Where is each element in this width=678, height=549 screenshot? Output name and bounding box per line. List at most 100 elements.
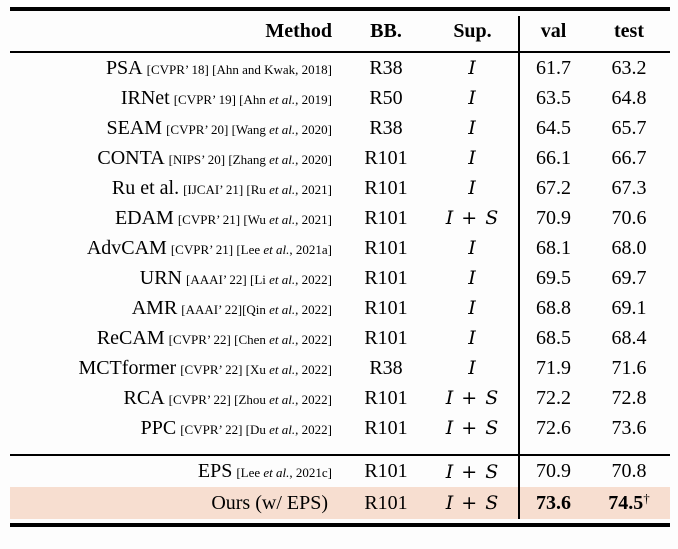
- citation-year: , 2022]: [295, 331, 332, 347]
- table-row: SEAM [CVPR’ 20] [Wang et al., 2020] R38 I…: [10, 113, 670, 143]
- backbone-value: R101: [364, 296, 408, 319]
- backbone-cell: R101: [346, 327, 426, 350]
- val-cell: 72.2: [519, 387, 588, 410]
- backbone-value: R101: [364, 386, 408, 409]
- supervision-value: I: [468, 357, 477, 379]
- method-name: EPS: [197, 460, 233, 482]
- citation-text: [CVPR’ 21] [Lee: [170, 241, 264, 257]
- table-row: ReCAM [CVPR’ 22] [Chen et al., 2022] R101…: [10, 323, 670, 353]
- section-gap: [10, 443, 670, 454]
- supervision-cell: I: [426, 177, 519, 199]
- backbone-value: R101: [364, 491, 408, 514]
- method-cell: URN [AAAI’ 22] [Li et al., 2022]: [10, 267, 346, 290]
- supervision-value: I: [468, 147, 477, 169]
- backbone-cell: R38: [346, 57, 426, 80]
- test-cell: 70.6: [588, 207, 670, 230]
- citation: [IJCAI’ 21] [Ru et al., 2021]: [183, 182, 332, 197]
- val-cell: 68.1: [519, 237, 588, 260]
- supervision-cell: I + S: [426, 461, 519, 483]
- test-cell: 69.7: [588, 267, 670, 290]
- val-cell: 70.9: [519, 207, 588, 230]
- citation-text: [AAAI’ 22] [Li: [186, 271, 270, 287]
- test-score: 74.5: [608, 491, 644, 514]
- test-score: 72.8: [611, 386, 647, 409]
- val-cell: 73.6: [519, 492, 588, 515]
- citation-etal: et al.: [269, 91, 296, 107]
- citation: [CVPR’ 19] [Ahn et al., 2019]: [174, 92, 332, 107]
- citation-etal: et al.: [269, 421, 296, 437]
- citation: [CVPR’ 18] [Ahn and Kwak, 2018]: [147, 62, 332, 77]
- citation-year: , 2021]: [295, 211, 332, 227]
- method-name: MCTformer: [78, 356, 177, 379]
- test-cell: 68.4: [588, 327, 670, 350]
- val-score: 69.5: [536, 266, 571, 289]
- val-score: 68.5: [536, 326, 571, 349]
- supervision-value: I: [468, 237, 477, 259]
- val-cell: 71.9: [519, 357, 588, 380]
- citation-text: [CVPR’ 22] [Du: [180, 421, 270, 437]
- val-cell: 67.2: [519, 177, 588, 200]
- citation-etal: et al.: [269, 271, 296, 287]
- citation: [CVPR’ 22] [Xu et al., 2022]: [180, 362, 332, 377]
- method-cell: AdvCAM [CVPR’ 21] [Lee et al., 2021a]: [10, 237, 346, 260]
- citation: [NIPS’ 20] [Zhang et al., 2020]: [169, 152, 332, 167]
- val-cell: 70.9: [519, 460, 588, 483]
- citation: [CVPR’ 22] [Zhou et al., 2022]: [169, 392, 332, 407]
- citation-year: , 2019]: [295, 91, 332, 107]
- test-score: 69.1: [611, 296, 647, 319]
- citation-text: [CVPR’ 20] [Wang: [166, 121, 270, 137]
- method-cell: EDAM [CVPR’ 21] [Wu et al., 2021]: [10, 207, 346, 230]
- header-backbone: BB.: [370, 19, 402, 42]
- method-cell: SEAM [CVPR’ 20] [Wang et al., 2020]: [10, 117, 346, 140]
- test-cell: 68.0: [588, 237, 670, 260]
- method-name: Ours (w/ EPS): [211, 491, 328, 514]
- supervision-cell: I: [426, 57, 519, 79]
- citation: [AAAI’ 22] [Li et al., 2022]: [186, 272, 332, 287]
- citation-text: [AAAI’ 22][Qin: [181, 301, 270, 317]
- test-score: 73.6: [611, 416, 647, 439]
- citation-year: , 2022]: [295, 271, 332, 287]
- val-score: 64.5: [536, 116, 571, 139]
- val-score: 71.9: [536, 356, 571, 379]
- dagger-mark: †: [643, 490, 650, 506]
- val-cell: 68.8: [519, 297, 588, 320]
- test-score: 65.7: [611, 116, 647, 139]
- test-cell: 70.8: [588, 460, 670, 483]
- val-cell: 72.6: [519, 417, 588, 440]
- citation-year: , 2021c]: [289, 465, 332, 480]
- citation-etal: et al.: [263, 241, 290, 257]
- citation-text: [CVPR’ 19] [Ahn: [173, 91, 270, 107]
- column-divider-line: [518, 16, 520, 519]
- backbone-cell: R101: [346, 147, 426, 170]
- citation-text: [CVPR’ 22] [Chen: [168, 331, 270, 347]
- method-name: CONTA: [97, 146, 165, 169]
- test-score: 68.4: [611, 326, 647, 349]
- method-cell: Ours (w/ EPS): [10, 492, 346, 515]
- method-cell: IRNet [CVPR’ 19] [Ahn et al., 2019]: [10, 87, 346, 110]
- citation-etal: et al.: [263, 465, 290, 480]
- method-name: AdvCAM: [86, 236, 167, 259]
- citation-etal: et al.: [269, 151, 296, 167]
- supervision-cell: I: [426, 237, 519, 259]
- backbone-value: R38: [369, 56, 403, 79]
- header-val: val: [540, 19, 567, 42]
- backbone-cell: R101: [346, 460, 426, 483]
- method-name: PSA: [105, 56, 143, 79]
- method-cell: PPC [CVPR’ 22] [Du et al., 2022]: [10, 417, 346, 440]
- citation: [CVPR’ 21] [Wu et al., 2021]: [178, 212, 332, 227]
- backbone-value: R101: [364, 236, 408, 259]
- test-cell: 63.2: [588, 57, 670, 80]
- citation-year: , 2021a]: [289, 241, 332, 257]
- table-footer: EPS [Lee et al., 2021c] R101 I + S 70.9 7…: [10, 456, 670, 519]
- backbone-value: R101: [364, 266, 408, 289]
- val-score: 66.1: [536, 146, 571, 169]
- method-cell: AMR [AAAI’ 22][Qin et al., 2022]: [10, 297, 346, 320]
- table-row: RCA [CVPR’ 22] [Zhou et al., 2022] R101 I…: [10, 383, 670, 413]
- supervision-cell: I + S: [426, 417, 519, 439]
- backbone-cell: R101: [346, 417, 426, 440]
- table-body: PSA [CVPR’ 18] [Ahn and Kwak, 2018] R38 I…: [10, 53, 670, 443]
- backbone-value: R38: [369, 116, 403, 139]
- val-score: 61.7: [536, 56, 571, 79]
- supervision-value: I: [468, 57, 477, 79]
- backbone-value: R101: [364, 326, 408, 349]
